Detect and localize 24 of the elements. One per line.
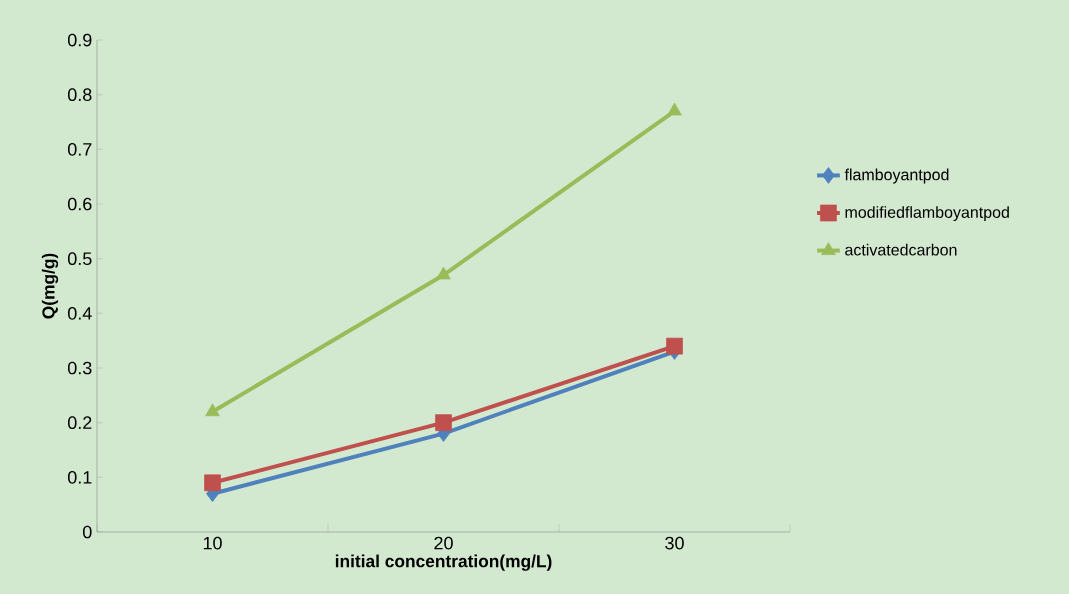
y-tick-label: 0.9	[67, 33, 92, 47]
y-tick-label: 0.3	[67, 361, 92, 375]
y-tick-label: 0.1	[67, 470, 92, 484]
point	[436, 266, 451, 280]
y-tick-label: 0.5	[67, 252, 92, 266]
x-tick-label: 20	[434, 536, 453, 550]
point	[204, 474, 221, 492]
point	[666, 337, 683, 355]
x-tick-label: 30	[665, 536, 684, 550]
y-tick-label: 0	[83, 525, 92, 539]
legend-label: modifiedflamboyantpod	[845, 206, 1009, 222]
y-tick-label: 0.7	[67, 142, 92, 156]
y-axis-title: Q(mg/g)	[41, 253, 59, 319]
y-tick-label: 0.8	[67, 88, 92, 102]
x-axis-title: initial concentration(mg/L)	[335, 554, 552, 571]
legend-label: flamboyantpod	[844, 168, 949, 184]
point	[435, 414, 452, 432]
point	[205, 403, 220, 417]
y-tick-label: 0.6	[67, 197, 92, 211]
y-tick-label: 0.4	[67, 306, 92, 320]
y-tick-label: 0.2	[67, 416, 92, 430]
legend-label: activatedcarbon	[845, 243, 957, 256]
point	[667, 102, 682, 116]
x-tick-label: 10	[203, 536, 222, 550]
